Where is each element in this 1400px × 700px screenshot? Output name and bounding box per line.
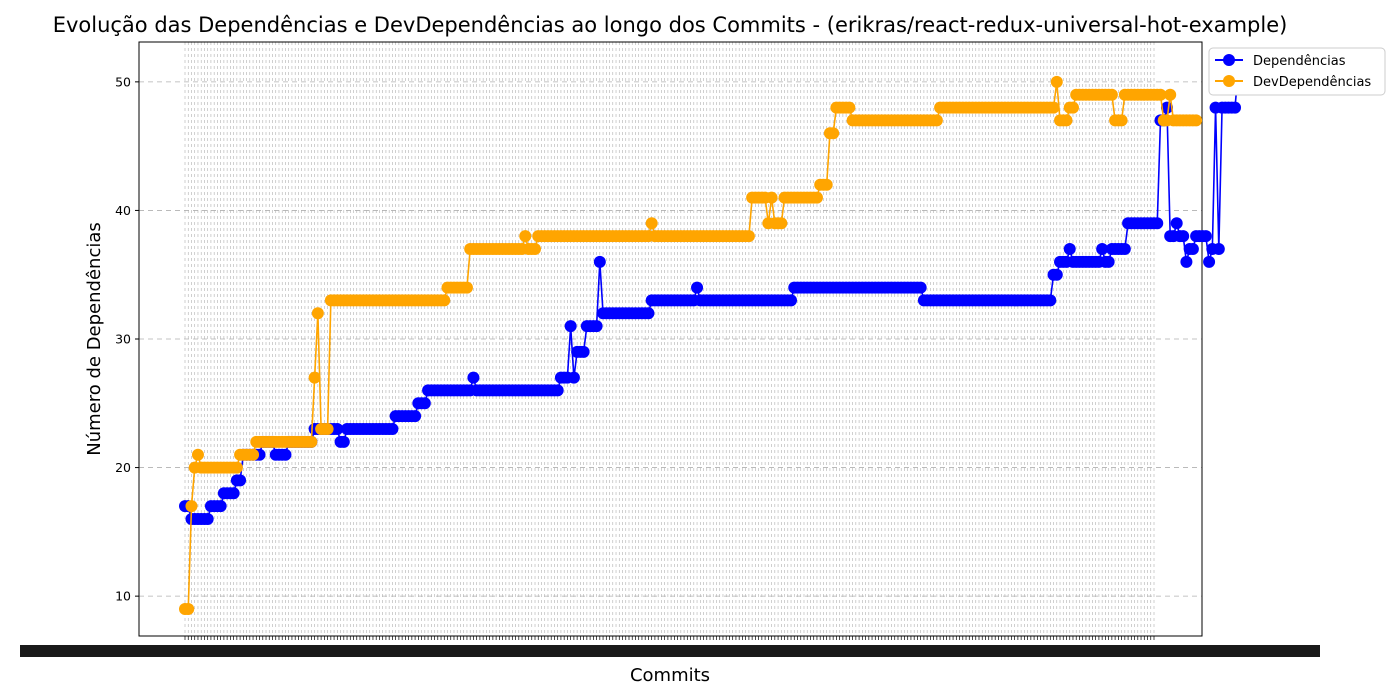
data-point: [1066, 101, 1079, 114]
data-point: [279, 448, 292, 461]
data-point: [230, 461, 243, 474]
data-point: [551, 384, 564, 397]
data-point: [691, 281, 704, 294]
y-tick-label: 30: [115, 332, 131, 347]
data-point: [1102, 255, 1115, 268]
data-point: [1105, 88, 1118, 101]
data-point: [930, 114, 943, 127]
data-point: [386, 423, 399, 435]
data-point: [914, 281, 927, 294]
data-point: [305, 435, 318, 448]
data-point: [1229, 101, 1242, 114]
data-point: [1170, 217, 1183, 230]
data-point: [1096, 243, 1109, 255]
data-point: [775, 217, 788, 230]
data-point: [567, 371, 580, 384]
data-point: [1186, 243, 1199, 255]
data-point: [337, 435, 350, 448]
data-point: [227, 487, 240, 500]
y-axis-label: Número de Dependências: [84, 222, 105, 456]
data-point: [843, 101, 856, 114]
series-points-0: [179, 63, 1245, 525]
data-point: [742, 230, 755, 243]
data-point: [564, 320, 577, 333]
y-axis: 10 20 30 40 50: [115, 74, 139, 604]
data-point: [1063, 243, 1076, 255]
data-point: [1118, 243, 1131, 255]
data-point: [1212, 243, 1225, 255]
data-point: [185, 500, 198, 513]
data-point: [182, 603, 195, 615]
data-point: [321, 423, 334, 435]
legend-label-devdependencias: DevDependências: [1253, 75, 1371, 90]
data-point: [460, 281, 473, 294]
series-points-1: [179, 75, 1203, 615]
data-point: [214, 500, 227, 513]
data-point: [827, 127, 840, 140]
data-point: [409, 410, 422, 423]
series-layer: [179, 63, 1245, 615]
data-point: [1203, 255, 1216, 268]
data-point: [810, 191, 823, 204]
data-point: [1177, 230, 1190, 243]
data-point: [418, 397, 431, 410]
y-tick-label: 50: [115, 74, 131, 89]
data-point: [308, 371, 321, 384]
x-tick-labels-overlap: [20, 645, 1320, 657]
data-point: [1160, 101, 1173, 114]
y-grid: [139, 81, 1202, 597]
data-point: [642, 307, 655, 320]
data-point: [1154, 88, 1167, 101]
data-point: [1180, 255, 1193, 268]
data-point: [311, 307, 324, 320]
data-point: [1164, 88, 1177, 101]
x-axis-label: Commits: [630, 665, 710, 686]
data-point: [593, 255, 606, 268]
data-point: [467, 371, 480, 384]
legend-box: [1208, 47, 1386, 96]
data-point: [191, 448, 204, 461]
data-point: [201, 513, 214, 525]
y-tick-label: 40: [115, 203, 131, 218]
y-tick-label: 20: [115, 460, 131, 475]
data-point: [1047, 101, 1060, 114]
data-point: [1115, 114, 1128, 127]
data-point: [331, 423, 344, 435]
data-point: [765, 191, 778, 204]
data-point: [785, 294, 798, 307]
data-point: [820, 178, 833, 191]
data-point: [1060, 114, 1073, 127]
data-point: [590, 320, 603, 333]
data-point: [1044, 294, 1057, 307]
chart-title: Evolução das Dependências e DevDependênc…: [53, 13, 1288, 37]
data-point: [1050, 75, 1063, 88]
data-point: [645, 217, 658, 230]
data-point: [577, 345, 590, 358]
data-point: [1050, 268, 1063, 281]
data-point: [247, 448, 260, 461]
y-tick-label: 10: [115, 589, 131, 604]
data-point: [529, 243, 542, 255]
legend-label-dependencias: Dependências: [1253, 54, 1346, 69]
data-point: [519, 230, 532, 243]
data-point: [438, 294, 451, 307]
x-axis: [20, 636, 1320, 657]
data-point: [1199, 230, 1212, 243]
legend-marker-dependencias: [1223, 54, 1235, 66]
data-point: [1151, 217, 1164, 230]
legend: Dependências DevDependências: [1208, 47, 1386, 96]
data-point: [1190, 114, 1203, 127]
legend-marker-devdependencias: [1223, 75, 1235, 87]
data-point: [234, 474, 247, 487]
